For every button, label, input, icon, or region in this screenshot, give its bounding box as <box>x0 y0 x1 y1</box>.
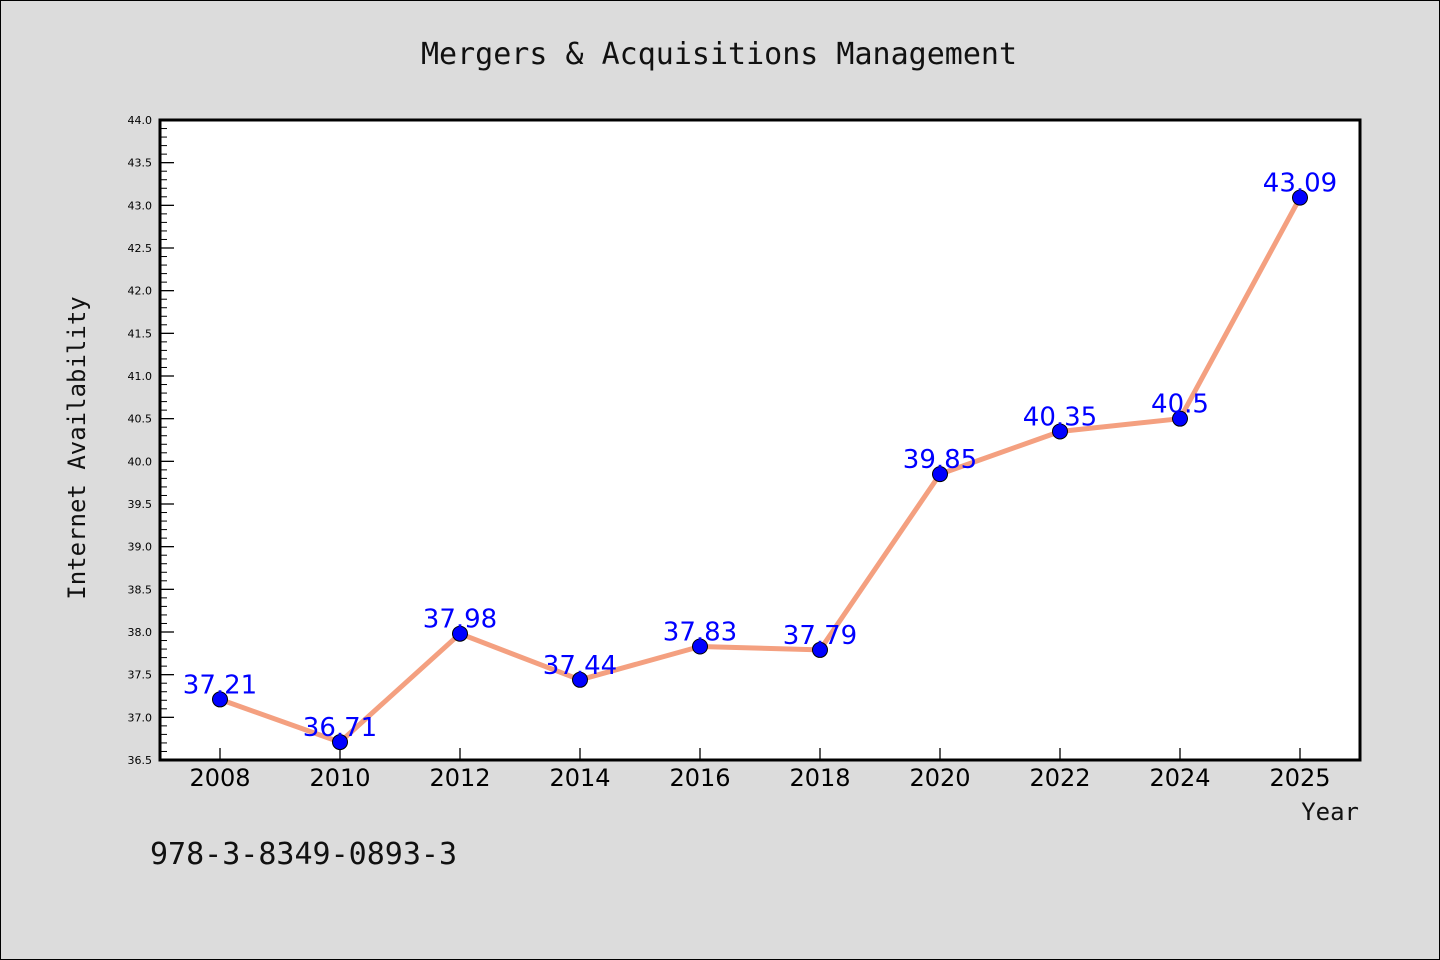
y-tick-label: 38.0 <box>128 626 153 639</box>
isbn-text: 978-3-8349-0893-3 <box>150 837 457 872</box>
y-tick-label: 44.0 <box>128 114 153 127</box>
data-label: 37.21 <box>183 670 257 700</box>
data-label: 43.09 <box>1263 169 1337 199</box>
y-tick-label: 39.0 <box>128 541 153 554</box>
x-tick-label: 2008 <box>189 764 250 792</box>
x-tick-label: 2012 <box>429 764 490 792</box>
y-tick-label: 42.5 <box>128 242 153 255</box>
data-point <box>452 625 468 642</box>
chart-title: Mergers & Acquisitions Management <box>421 37 1017 72</box>
x-axis-label: Year <box>1301 798 1359 826</box>
data-point <box>1172 410 1188 427</box>
y-tick-label: 42.0 <box>128 285 153 298</box>
y-tick-label: 40.5 <box>128 413 153 426</box>
x-tick-label: 2018 <box>789 764 850 792</box>
y-axis-label: Internet Availability <box>63 296 91 599</box>
x-axis: 2008 2010 2012 2014 2016 2018 2020 2022 2024 2025 <box>189 748 1331 792</box>
y-tick-label: 37.0 <box>128 711 153 724</box>
data-label: 37.44 <box>543 651 617 681</box>
y-tick-label: 37.5 <box>128 669 153 682</box>
x-tick-label: 2022 <box>1029 764 1090 792</box>
y-tick-label: 38.5 <box>128 583 153 596</box>
plot-area <box>160 120 1360 760</box>
data-point <box>692 638 708 655</box>
y-axis: 36.5 37.0 37.5 38.0 38.5 39.0 39.5 40.0 40.5 41.0… <box>128 114 174 767</box>
x-tick-label: 2010 <box>309 764 370 792</box>
data-label: 37.83 <box>663 618 737 648</box>
data-label: 37.79 <box>783 621 857 651</box>
plot-border <box>158 118 1362 762</box>
data-point <box>1052 423 1068 440</box>
y-tick-label: 36.5 <box>128 754 153 767</box>
y-tick-label: 40.0 <box>128 455 153 468</box>
data-label: 40.5 <box>1151 390 1209 420</box>
y-tick-label: 41.5 <box>128 327 153 340</box>
data-label: 36.71 <box>303 713 377 743</box>
y-tick-label: 43.5 <box>128 157 153 170</box>
data-label: 39.85 <box>903 445 977 475</box>
x-tick-label: 2025 <box>1269 764 1330 792</box>
y-tick-label: 41.0 <box>128 370 153 383</box>
data-point <box>932 466 948 483</box>
data-label: 40.35 <box>1023 402 1097 432</box>
data-point <box>1292 189 1308 206</box>
x-tick-label: 2020 <box>909 764 970 792</box>
data-point <box>572 671 588 688</box>
x-tick-label: 2016 <box>669 764 730 792</box>
y-tick-label: 39.5 <box>128 498 153 511</box>
data-point <box>332 734 348 751</box>
data-series: 37.21 36.71 37.98 37.44 37.83 37.79 39.85 40.35… <box>183 169 1337 751</box>
y-tick-label: 43.0 <box>128 199 153 212</box>
series-line <box>217 195 1303 745</box>
data-point <box>212 691 228 708</box>
x-tick-label: 2014 <box>549 764 610 792</box>
x-tick-label: 2024 <box>1149 764 1210 792</box>
data-point <box>812 641 828 658</box>
data-label: 37.98 <box>423 605 497 635</box>
